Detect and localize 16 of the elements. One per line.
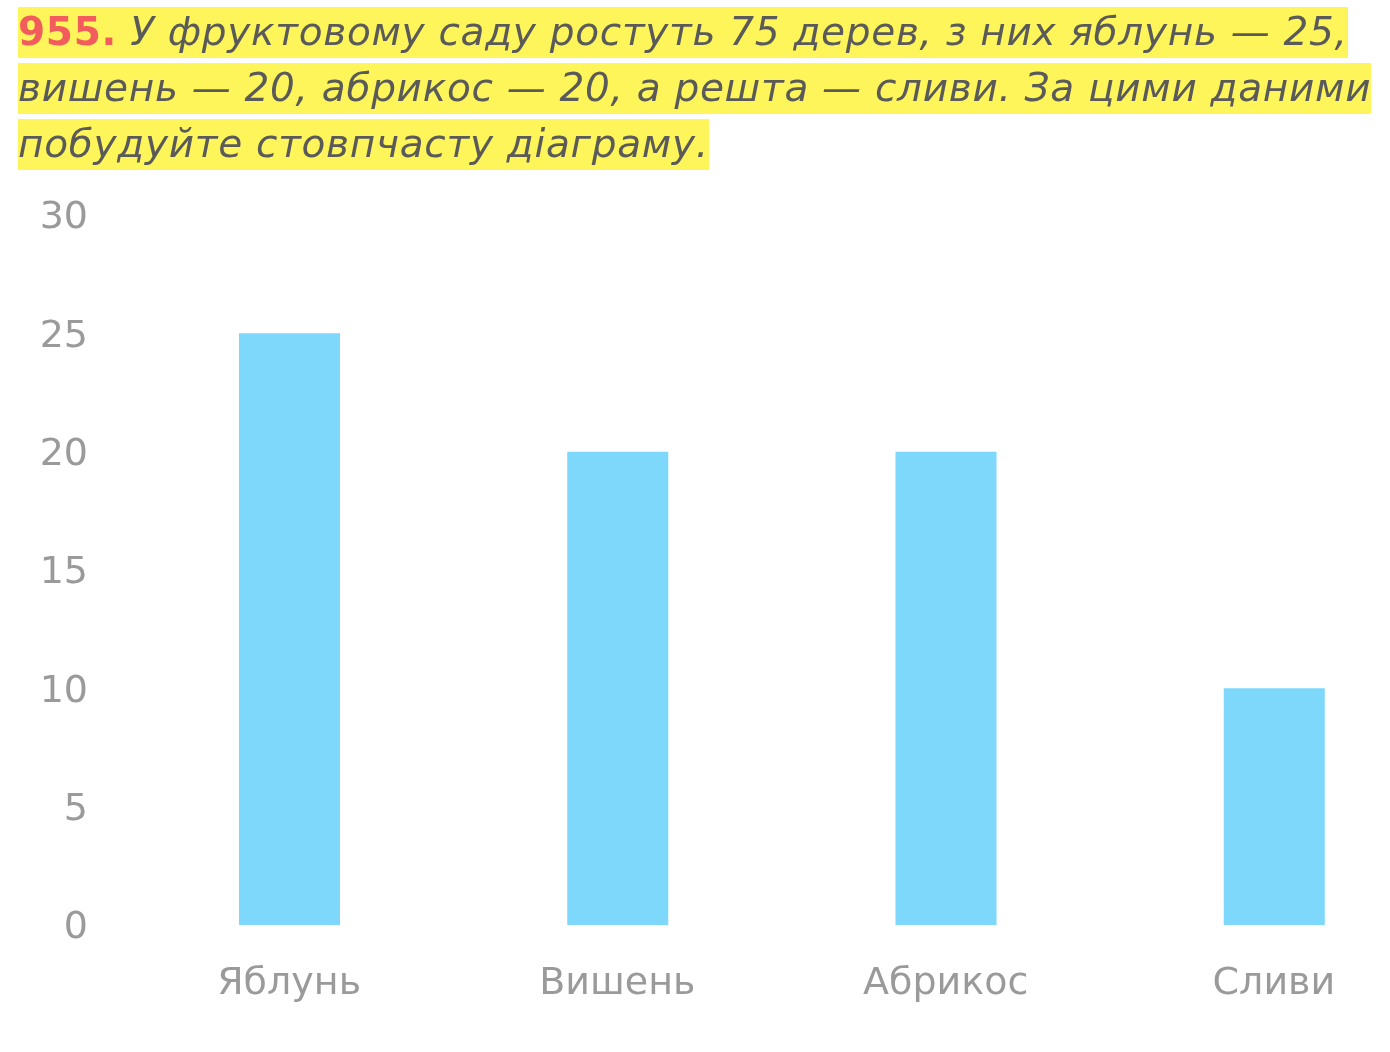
y-tick-label: 10 [39, 666, 88, 711]
x-tick-label: Сливи [1212, 958, 1336, 1003]
y-tick-label: 5 [63, 785, 88, 830]
chart-title: 955. У фруктовому саду ростуть 75 дерев, з них яблунь — 25, вишень — 20, абрикос — 20, а решта — сливи. За цими даними побудуйте стовпчасту діаграму. [18, 7, 1372, 170]
y-tick-label: 0 [63, 903, 88, 948]
y-tick-label: 30 [39, 193, 88, 238]
bar [1223, 688, 1325, 925]
bar [567, 451, 669, 925]
y-tick-label: 15 [39, 548, 88, 593]
x-tick-label: Вишень [539, 958, 696, 1003]
x-tick-label: Яблунь [217, 958, 362, 1003]
y-tick-label: 20 [39, 430, 88, 475]
y-tick-label: 25 [39, 311, 88, 356]
bar [895, 451, 997, 925]
x-tick-label: Абрикос [862, 958, 1029, 1003]
bar [239, 333, 340, 925]
